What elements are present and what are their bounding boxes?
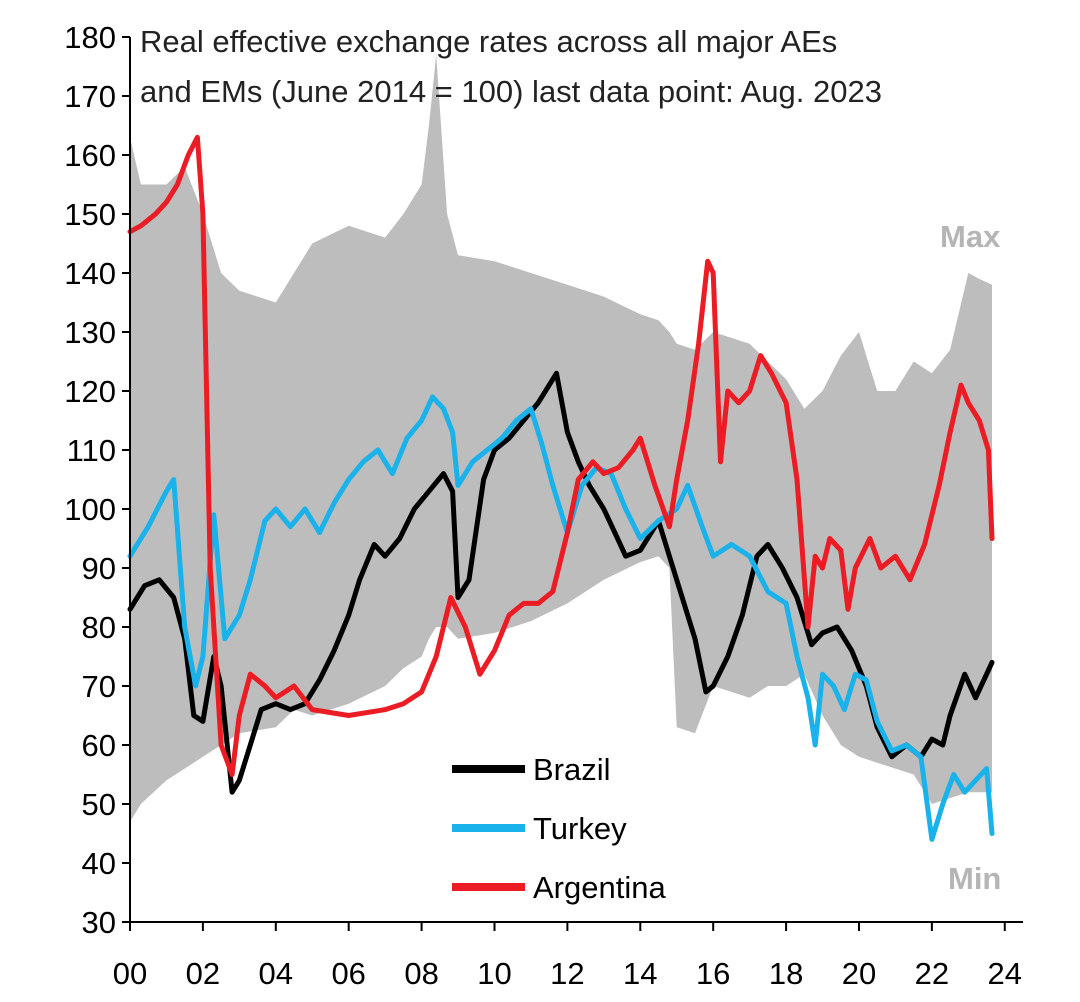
- y-tick-label: 130: [64, 315, 116, 350]
- legend-label-argentina: Argentina: [533, 870, 666, 905]
- x-tick-label: 16: [696, 956, 730, 991]
- legend: Brazil Turkey Argentina: [452, 752, 666, 905]
- y-tick-label: 160: [64, 138, 116, 173]
- band-min-label: Min: [948, 861, 1001, 896]
- y-tick-label: 170: [64, 79, 116, 114]
- x-tick-label: 18: [769, 956, 803, 991]
- band-max-label: Max: [940, 219, 1001, 254]
- x-tick-label: 22: [915, 956, 949, 991]
- x-tick-label: 08: [404, 956, 438, 991]
- series-line-turkey: [127, 394, 995, 842]
- y-axis-ticks: 30 40 50 60 70 80 90 100 110 120 130 140 150 160 170 18…: [64, 20, 130, 940]
- y-tick-label: 90: [82, 551, 116, 586]
- band-layer: [130, 54, 992, 822]
- x-tick-label: 20: [842, 956, 876, 991]
- y-tick-label: 50: [82, 787, 116, 822]
- legend-label-turkey: Turkey: [533, 811, 627, 846]
- x-tick-label: 14: [623, 956, 657, 991]
- y-tick-label: 40: [82, 846, 116, 881]
- chart-title-line-2: and EMs (June 2014 = 100) last data poin…: [140, 74, 882, 109]
- y-tick-label: 140: [64, 256, 116, 291]
- series-line-argentina: [127, 134, 995, 777]
- x-tick-label: 10: [477, 956, 511, 991]
- y-tick-label: 30: [82, 905, 116, 940]
- x-axis-ticks: 00 02 04 06 08 10 12 14 16 18 20 22 24: [113, 922, 1022, 991]
- chart-title-line-1: Real effective exchange rates across all…: [140, 24, 837, 59]
- series-line-brazil: [127, 370, 995, 795]
- y-tick-label: 120: [64, 374, 116, 409]
- x-tick-label: 00: [113, 956, 147, 991]
- y-tick-label: 110: [67, 433, 116, 468]
- x-tick-label: 12: [550, 956, 584, 991]
- x-tick-label: 06: [331, 956, 365, 991]
- x-tick-label: 24: [988, 956, 1022, 991]
- series-layer: [127, 134, 995, 842]
- y-tick-label: 180: [64, 20, 116, 55]
- legend-label-brazil: Brazil: [533, 752, 611, 787]
- y-tick-label: 60: [82, 728, 116, 763]
- max-min-band: [130, 54, 992, 822]
- y-tick-label: 80: [82, 610, 116, 645]
- y-tick-label: 100: [64, 492, 116, 527]
- y-tick-label: 150: [64, 197, 116, 232]
- x-tick-label: 04: [259, 956, 293, 991]
- y-tick-label: 70: [82, 669, 116, 704]
- x-tick-label: 02: [186, 956, 220, 991]
